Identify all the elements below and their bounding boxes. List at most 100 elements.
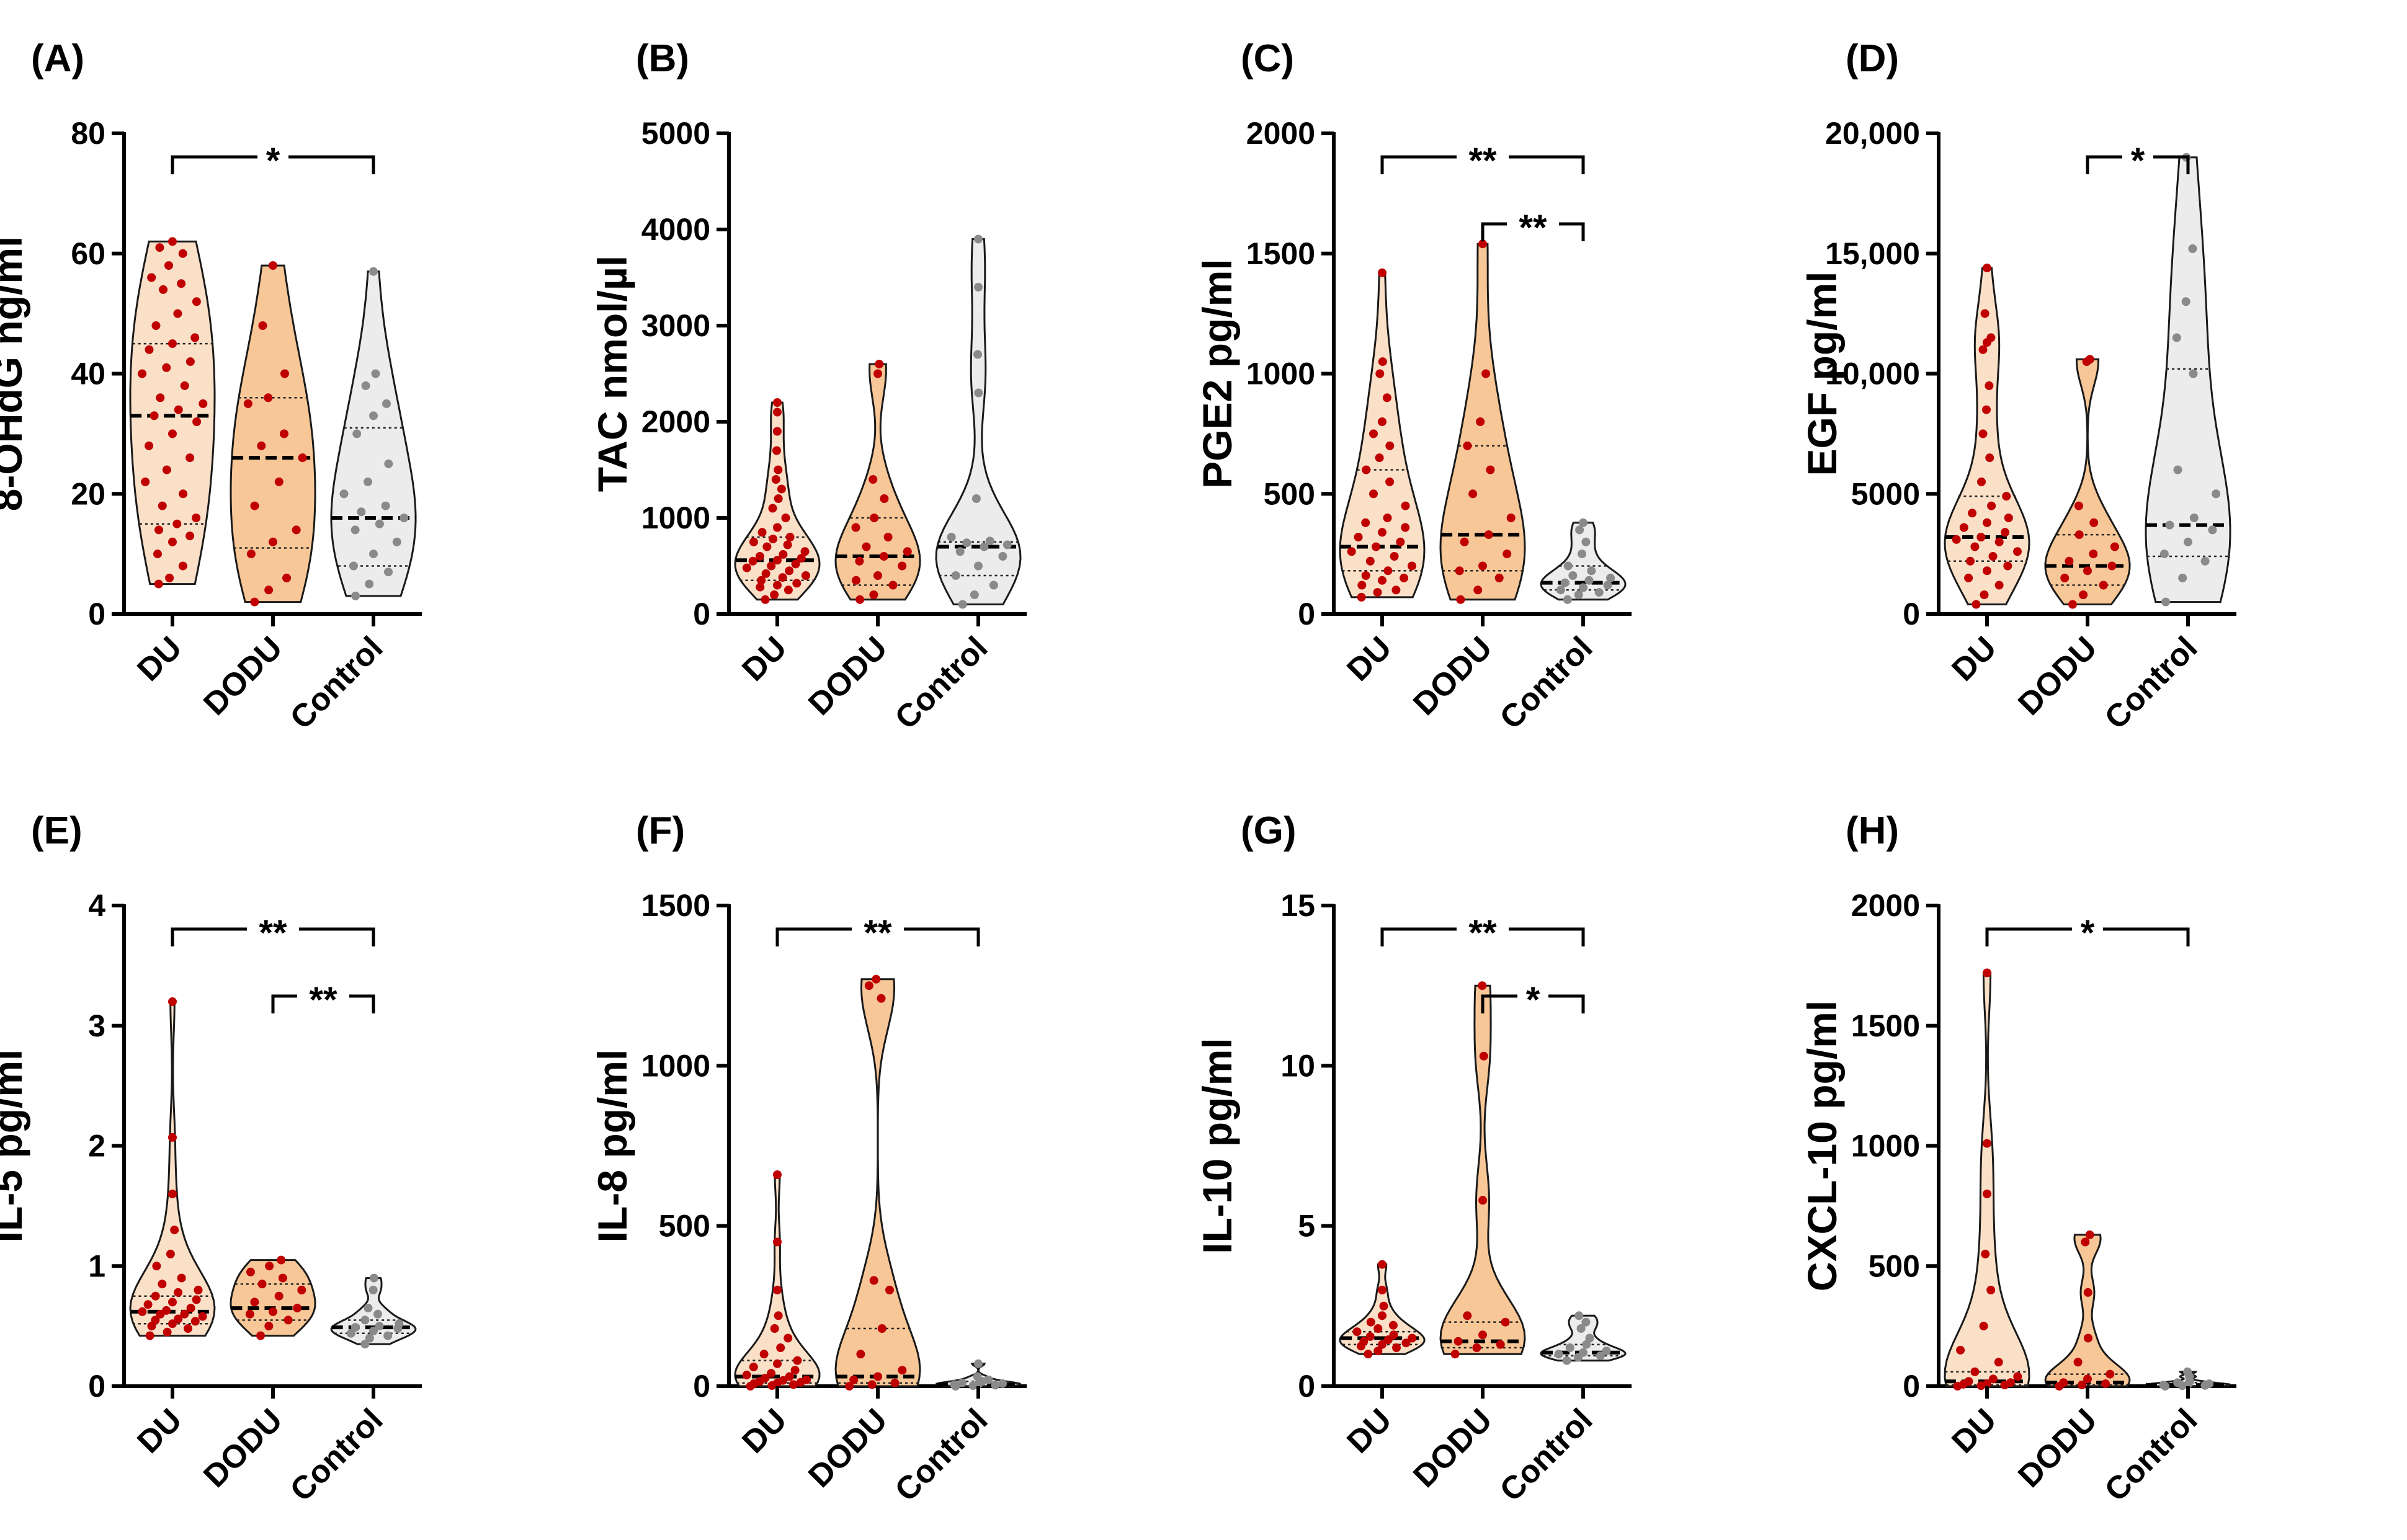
panel-label-C: (C) bbox=[1241, 37, 1294, 80]
data-point bbox=[898, 561, 907, 571]
y-tick-label: 1 bbox=[88, 1248, 105, 1283]
data-point bbox=[2107, 561, 2117, 571]
data-point bbox=[772, 446, 781, 455]
data-point bbox=[2002, 492, 2011, 501]
data-point bbox=[1977, 477, 1986, 486]
data-point bbox=[168, 1319, 177, 1329]
data-point bbox=[168, 429, 177, 438]
data-point bbox=[797, 554, 806, 563]
data-point bbox=[351, 1323, 360, 1332]
panel-C: (C) PGE2 pg/ml 0 500 1000 1500 2000 DU DODUContr… bbox=[1194, 37, 1632, 736]
data-point bbox=[970, 590, 979, 599]
data-point bbox=[349, 561, 358, 571]
data-point bbox=[1983, 518, 1991, 527]
data-point bbox=[748, 556, 757, 566]
data-point bbox=[1473, 585, 1483, 595]
data-point bbox=[947, 533, 956, 541]
data-point bbox=[381, 501, 390, 510]
x-tick-label-control: Control bbox=[284, 1402, 390, 1508]
data-point bbox=[2184, 537, 2192, 546]
data-point bbox=[1476, 417, 1485, 426]
data-point bbox=[1456, 595, 1465, 604]
data-point bbox=[184, 1324, 193, 1333]
data-point bbox=[371, 369, 380, 378]
data-point bbox=[145, 345, 154, 354]
data-point bbox=[2085, 1230, 2094, 1239]
data-point bbox=[1408, 561, 1416, 571]
data-point bbox=[869, 1276, 878, 1285]
data-point bbox=[2003, 561, 2012, 571]
data-point bbox=[756, 582, 765, 592]
data-point bbox=[1574, 590, 1583, 599]
data-point bbox=[875, 360, 884, 368]
x-tick-label-dodu: DODU bbox=[802, 1402, 894, 1494]
y-axis-label-B: TAC nmol/µl bbox=[589, 256, 635, 492]
x-tick-label-du: DU bbox=[1945, 630, 2003, 688]
data-point bbox=[1385, 441, 1395, 450]
data-point bbox=[2159, 550, 2169, 559]
data-point bbox=[180, 381, 189, 390]
data-point bbox=[973, 1372, 982, 1381]
x-tick-label-control: Control bbox=[2098, 630, 2205, 736]
panel-label-F: (F) bbox=[636, 809, 685, 852]
violin-control bbox=[2145, 156, 2231, 603]
data-point bbox=[1494, 573, 1504, 582]
panel-label-E: (E) bbox=[31, 809, 83, 852]
data-point bbox=[156, 393, 165, 403]
data-point bbox=[158, 501, 167, 510]
data-point bbox=[369, 1273, 378, 1283]
y-axis-label-F: IL-8 pg/ml bbox=[589, 1049, 635, 1243]
data-point bbox=[951, 571, 960, 580]
data-point bbox=[192, 514, 201, 522]
significance-gap bbox=[1457, 149, 1509, 164]
data-point bbox=[351, 591, 360, 600]
data-point bbox=[1560, 578, 1570, 587]
data-point bbox=[2085, 355, 2094, 364]
data-point bbox=[2178, 573, 2187, 582]
data-point bbox=[2205, 1379, 2213, 1389]
data-point bbox=[1602, 1346, 1611, 1356]
x-tick-label-control: Control bbox=[284, 630, 390, 736]
y-tick-label: 2000 bbox=[1851, 888, 1920, 923]
data-point bbox=[1603, 581, 1612, 590]
data-point bbox=[280, 369, 289, 378]
data-point bbox=[1574, 1311, 1584, 1320]
data-point bbox=[1478, 1196, 1488, 1205]
x-tick-label-dodu: DODU bbox=[802, 630, 894, 722]
violin-dodu bbox=[230, 264, 316, 603]
data-point bbox=[958, 600, 967, 609]
data-point bbox=[1579, 583, 1588, 592]
data-point bbox=[364, 1304, 373, 1313]
data-point bbox=[143, 1300, 153, 1309]
data-point bbox=[1979, 1322, 1988, 1331]
data-point bbox=[339, 489, 349, 499]
significance-gap bbox=[852, 922, 904, 937]
data-point bbox=[179, 489, 188, 499]
violin-dodu bbox=[2044, 358, 2131, 605]
data-point bbox=[1575, 525, 1584, 535]
data-point bbox=[1994, 1358, 2003, 1367]
data-point bbox=[269, 261, 277, 270]
data-point bbox=[1565, 1343, 1574, 1352]
data-point bbox=[1983, 1139, 1991, 1148]
data-point bbox=[1361, 518, 1370, 527]
data-point bbox=[1375, 453, 1384, 463]
violin-du bbox=[734, 1173, 821, 1387]
data-point bbox=[852, 576, 860, 585]
data-point bbox=[186, 1304, 195, 1313]
x-tick-label-control: Control bbox=[888, 1402, 995, 1508]
data-point bbox=[250, 501, 259, 510]
violin-dodu bbox=[834, 363, 921, 601]
data-point bbox=[1562, 1356, 1571, 1365]
data-point bbox=[1373, 1346, 1383, 1356]
data-point bbox=[784, 1333, 793, 1343]
data-point bbox=[1378, 357, 1387, 367]
data-point bbox=[170, 1226, 179, 1235]
data-point bbox=[1981, 1249, 1990, 1258]
data-point bbox=[194, 1286, 203, 1294]
data-point bbox=[357, 507, 366, 517]
x-tick-label-control: Control bbox=[2098, 1402, 2205, 1508]
data-point bbox=[395, 1319, 404, 1329]
data-point bbox=[773, 581, 782, 590]
